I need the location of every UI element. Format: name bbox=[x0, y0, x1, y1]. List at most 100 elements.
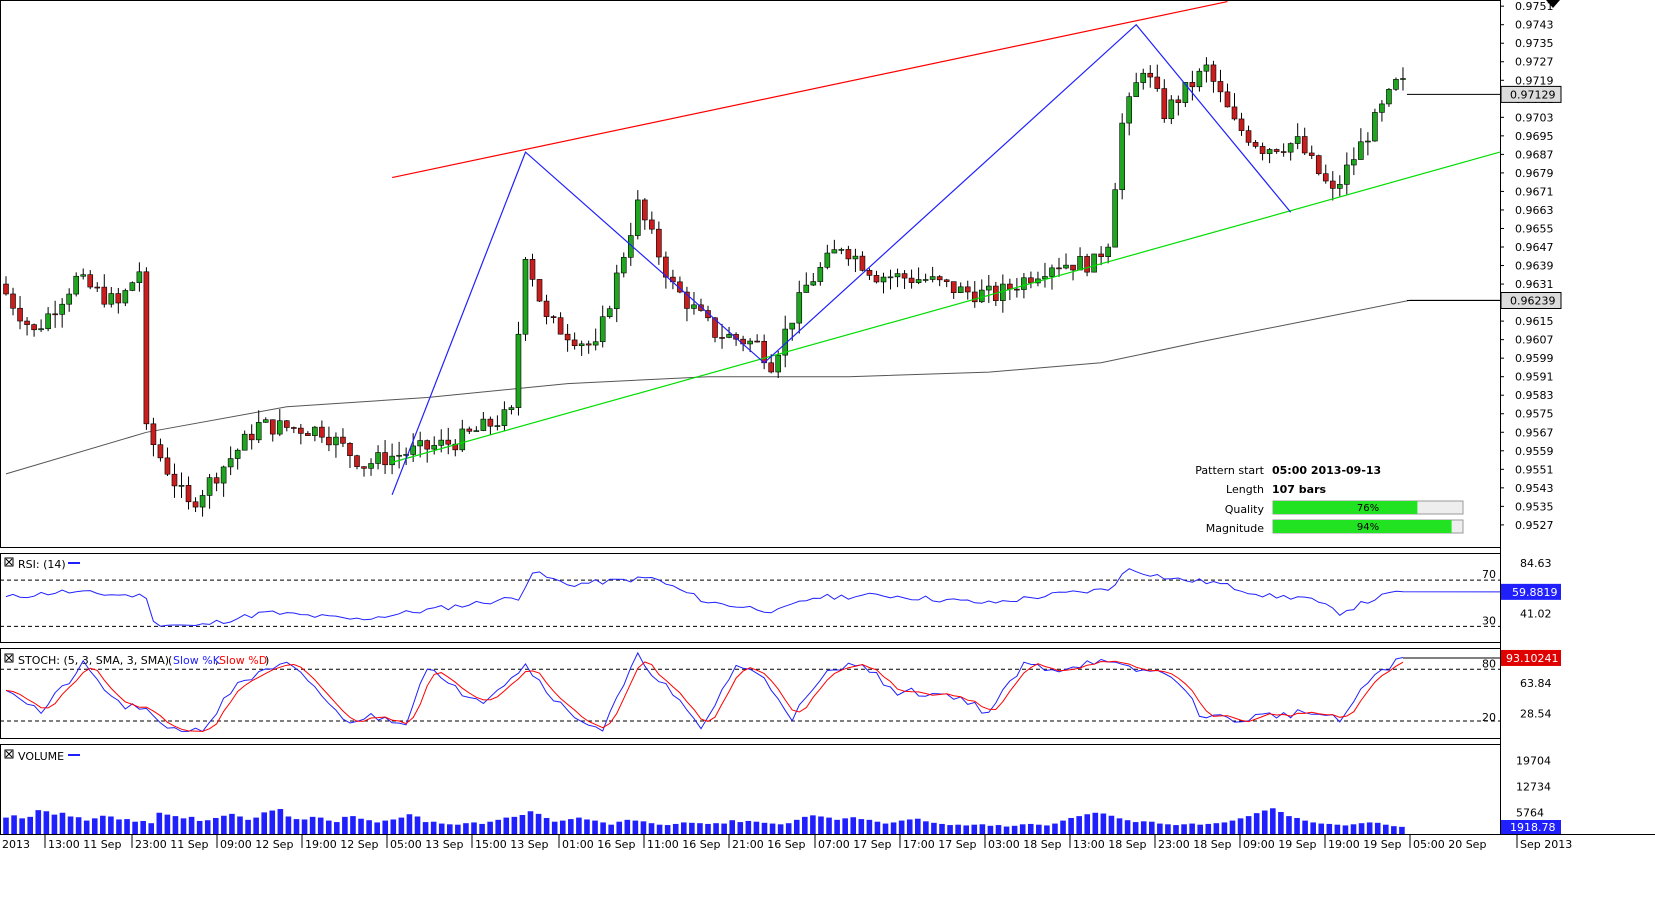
x-tick-label: 21:00 16 Sep bbox=[732, 838, 805, 851]
volume-bar bbox=[1399, 826, 1405, 834]
candle-down bbox=[663, 256, 669, 278]
candle-up bbox=[1393, 79, 1399, 90]
volume-bar bbox=[923, 821, 929, 834]
candle-up bbox=[1077, 256, 1083, 271]
candle-up bbox=[501, 409, 508, 426]
volume-bar bbox=[1027, 823, 1034, 834]
volume-bar bbox=[51, 814, 58, 834]
price-tick-label: 0.9743 bbox=[1515, 19, 1554, 32]
volume-bar bbox=[100, 815, 106, 834]
volume-bar bbox=[947, 825, 953, 834]
candle-up bbox=[1182, 82, 1189, 103]
candle-up bbox=[438, 439, 445, 446]
candle-down bbox=[150, 423, 157, 445]
panel-frames bbox=[0, 0, 1655, 835]
x-tick-label: 11:00 16 Sep bbox=[647, 838, 720, 851]
resistance-line bbox=[391, 0, 1228, 179]
volume-bar bbox=[229, 813, 235, 834]
candle-up bbox=[80, 274, 87, 277]
volume-bar bbox=[882, 823, 889, 834]
volume-bar bbox=[285, 816, 292, 834]
volume-bar bbox=[1173, 825, 1179, 834]
x-tick-label: 01:00 16 Sep bbox=[562, 838, 635, 851]
volume-bar bbox=[398, 817, 405, 834]
price-tick-label: 0.9671 bbox=[1515, 185, 1554, 198]
volume-bar bbox=[1221, 822, 1228, 834]
candle-down bbox=[571, 339, 578, 347]
volume-bar bbox=[1342, 825, 1349, 834]
x-tick-label: 13:00 18 Sep bbox=[1073, 838, 1146, 851]
volume-bar bbox=[11, 815, 17, 834]
price-axis: 0.97510.97430.97350.97270.97190.97110.97… bbox=[1500, 0, 1554, 532]
volume-bar bbox=[1060, 820, 1066, 834]
candle-up bbox=[1287, 143, 1294, 153]
candle-up bbox=[136, 271, 143, 283]
volume-bar bbox=[600, 822, 606, 834]
candle-down bbox=[536, 279, 543, 302]
candle-up bbox=[473, 430, 480, 432]
candle-up bbox=[129, 282, 136, 291]
x-axis: 2013 13:00 11 Sep 23:00 11 Sep 09:00 12 Sep… bbox=[2, 835, 1572, 851]
candle-up bbox=[634, 199, 641, 236]
length-label: Length bbox=[1226, 483, 1264, 496]
price-tick-label: 0.9567 bbox=[1515, 426, 1554, 439]
candle-down bbox=[649, 219, 655, 230]
volume-bar bbox=[898, 820, 905, 834]
volume-bar bbox=[1116, 818, 1123, 834]
x-tick-label: 05:00 13 Sep bbox=[390, 838, 463, 851]
volume-last-label: 1918.78 bbox=[1510, 821, 1556, 834]
volume-bar bbox=[842, 818, 848, 834]
price-tick-label: 0.9663 bbox=[1515, 204, 1554, 217]
candle-up bbox=[312, 426, 318, 436]
zigzag-pattern-line bbox=[391, 23, 1292, 496]
volume-bar bbox=[511, 816, 518, 834]
candle-down bbox=[529, 259, 536, 280]
candle-up bbox=[726, 334, 732, 338]
candle-up bbox=[206, 477, 213, 496]
candle-down bbox=[283, 420, 290, 428]
candle-up bbox=[178, 485, 185, 487]
volume-bar bbox=[503, 817, 510, 834]
candle-up bbox=[38, 328, 44, 331]
candle-up bbox=[522, 259, 529, 335]
stoch-legend-comma: , bbox=[215, 654, 219, 667]
moving-average bbox=[5, 299, 1500, 475]
pattern-start-label: Pattern start bbox=[1195, 464, 1264, 477]
volume-bar bbox=[1205, 823, 1212, 834]
volume-bar bbox=[987, 825, 994, 834]
volume-bar bbox=[156, 812, 163, 834]
volume-bar bbox=[479, 823, 485, 834]
volume-bar bbox=[204, 820, 211, 834]
dropdown-triangle-icon[interactable] bbox=[1546, 0, 1560, 8]
volume-bar bbox=[390, 819, 397, 834]
candle-down bbox=[291, 427, 297, 429]
price-tick-label: 0.9551 bbox=[1515, 463, 1554, 476]
candle-up bbox=[375, 452, 381, 464]
candle-down bbox=[859, 255, 866, 271]
close-box-icon bbox=[5, 654, 13, 662]
rsi-last-box bbox=[1501, 583, 1561, 600]
candle-up bbox=[691, 304, 697, 309]
candle-down bbox=[1329, 180, 1336, 189]
candle-up bbox=[417, 440, 423, 447]
volume-bar bbox=[301, 819, 308, 834]
candle-up bbox=[957, 286, 964, 293]
candle-up bbox=[73, 275, 79, 295]
candle-up bbox=[1337, 184, 1343, 189]
volume-bar bbox=[1350, 824, 1357, 834]
volume-bar bbox=[1382, 824, 1389, 834]
candle-up bbox=[122, 290, 129, 304]
price-tick-label: 0.9639 bbox=[1515, 260, 1554, 273]
candle-down bbox=[347, 442, 353, 457]
volume-bar bbox=[317, 817, 324, 834]
volume-bar bbox=[551, 821, 558, 834]
volume-bar bbox=[1358, 823, 1365, 834]
candlesticks bbox=[3, 57, 1406, 517]
volume-bar bbox=[1165, 824, 1171, 834]
candle-up bbox=[915, 279, 922, 283]
volume-bar bbox=[27, 816, 34, 834]
volume-bar bbox=[446, 824, 453, 834]
candle-down bbox=[543, 300, 550, 317]
candle-up bbox=[578, 343, 585, 347]
volume-bar bbox=[67, 816, 74, 834]
